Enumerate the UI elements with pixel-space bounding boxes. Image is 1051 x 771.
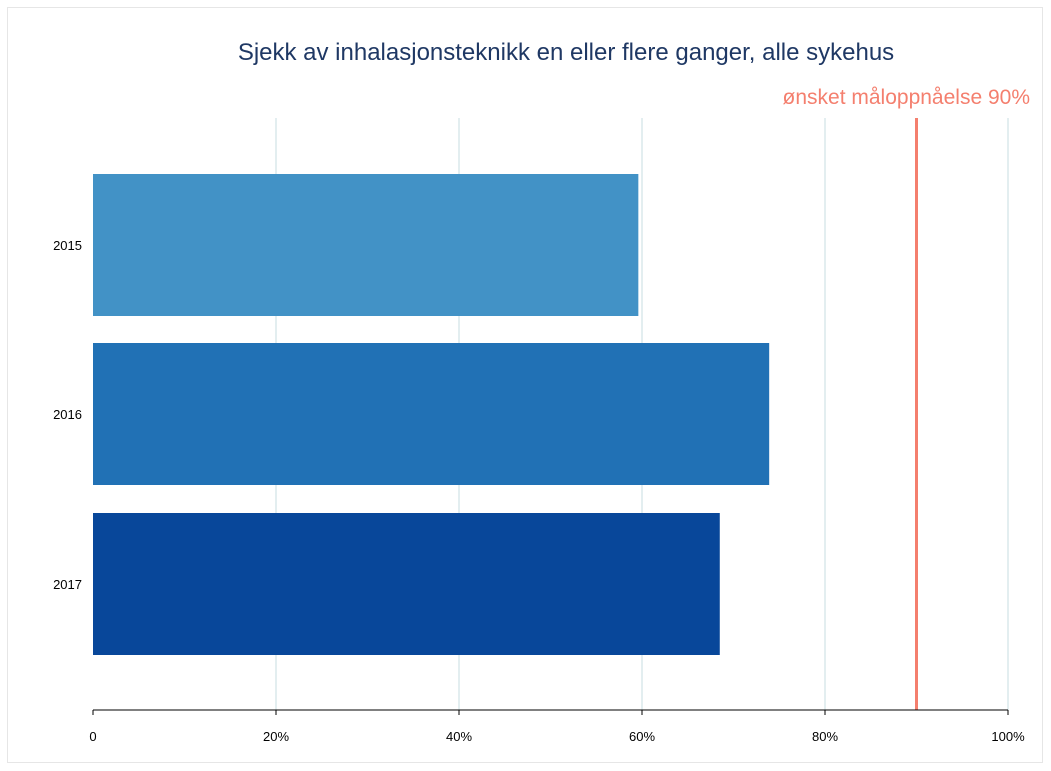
x-tick-label: 80% <box>812 729 838 744</box>
x-tick-label: 0 <box>89 729 96 744</box>
x-tick-label: 60% <box>629 729 655 744</box>
x-tick-label: 100% <box>991 729 1025 744</box>
y-tick-label: 2017 <box>53 577 82 592</box>
bar-2016 <box>93 343 770 485</box>
y-tick-label: 2015 <box>53 238 82 253</box>
bars <box>93 174 770 655</box>
bar-2015 <box>93 174 639 316</box>
bar-2017 <box>93 513 720 655</box>
x-axis: 0 20% 40% 60% 80% 100% <box>89 709 1025 744</box>
x-tick-label: 20% <box>263 729 289 744</box>
y-tick-label: 2016 <box>53 407 82 422</box>
x-tick-label: 40% <box>446 729 472 744</box>
y-axis: 2015 2016 2017 <box>53 238 82 592</box>
target-label: ønsket måloppnåelse 90% <box>783 86 1030 109</box>
chart-title: Sjekk av inhalasjonsteknikk en eller fle… <box>238 39 894 66</box>
